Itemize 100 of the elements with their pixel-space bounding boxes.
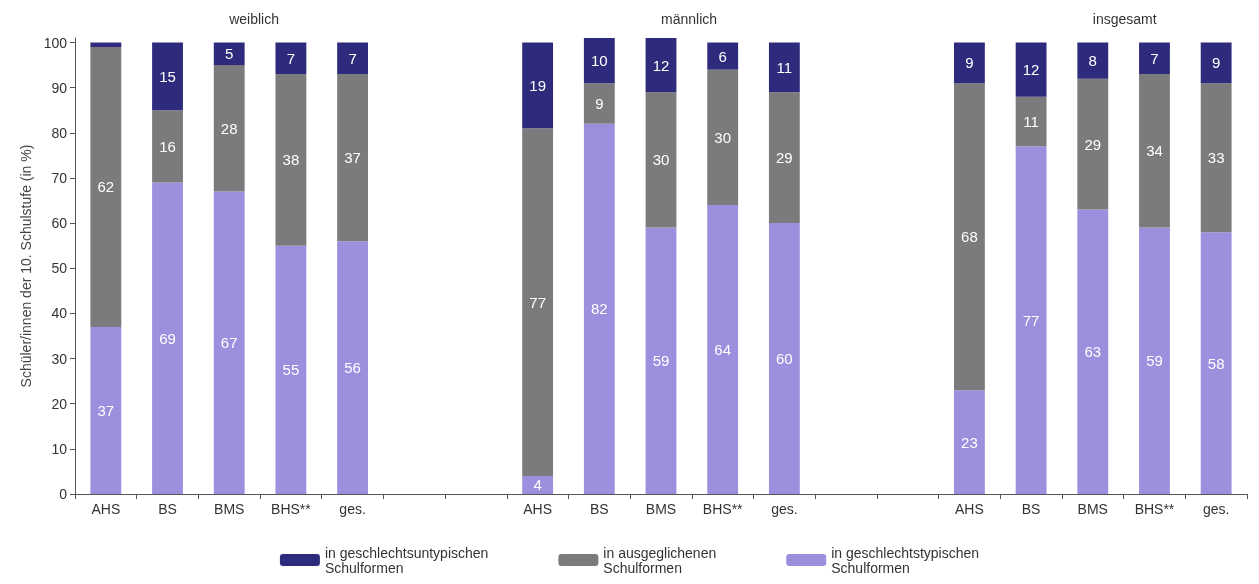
data-label: 8 bbox=[1088, 52, 1097, 70]
data-label: 56 bbox=[344, 359, 361, 377]
x-tick-label: BMS bbox=[1077, 501, 1108, 517]
bar bbox=[1077, 42, 1109, 79]
bar bbox=[768, 92, 800, 224]
x-tick-label: BMS bbox=[214, 501, 245, 517]
bar bbox=[337, 241, 368, 494]
bar bbox=[1139, 74, 1170, 228]
bar bbox=[954, 390, 985, 494]
x-tick-label: BS bbox=[158, 501, 177, 517]
data-label: 82 bbox=[590, 300, 608, 318]
data-label: 12 bbox=[1022, 61, 1040, 79]
bar bbox=[90, 47, 122, 327]
x-tick-label: AHS bbox=[91, 501, 121, 517]
bar bbox=[1139, 42, 1170, 75]
legend-label: in geschlechtsuntypischen Schulformen bbox=[324, 544, 489, 576]
data-label: 6 bbox=[718, 47, 727, 65]
y-tick-label: 0 bbox=[59, 486, 68, 502]
bar bbox=[275, 42, 307, 75]
data-label: 11 bbox=[1023, 113, 1039, 131]
bar bbox=[768, 42, 800, 93]
data-label: 5 bbox=[225, 45, 234, 63]
data-label: 10 bbox=[590, 52, 608, 70]
y-axis-title: Schüler/innen der 10. Schulstufe (in %) bbox=[17, 144, 34, 388]
x-tick-label: BHS** bbox=[1134, 501, 1175, 517]
text: insgesamt bbox=[1092, 11, 1157, 27]
y-tick-label: 100 bbox=[43, 34, 68, 51]
bar bbox=[768, 223, 800, 494]
x-tick-label: AHS bbox=[955, 501, 984, 517]
data-label: 68 bbox=[961, 228, 978, 246]
bar bbox=[90, 326, 122, 494]
bar bbox=[152, 42, 183, 111]
data-label: 77 bbox=[529, 293, 546, 311]
data-label: 4 bbox=[533, 476, 542, 494]
x-tick-label: BHS** bbox=[271, 501, 312, 517]
data-label: 9 bbox=[965, 54, 974, 72]
bar bbox=[954, 42, 985, 84]
data-label: 58 bbox=[1207, 354, 1225, 372]
data-label: 37 bbox=[97, 401, 115, 419]
data-label: 9 bbox=[595, 94, 604, 112]
bar bbox=[1200, 83, 1232, 233]
data-label: 7 bbox=[1150, 49, 1159, 67]
legend-label: in geschlechtstypischen Schulformen bbox=[831, 544, 980, 576]
x-tick-label: BMS bbox=[645, 501, 677, 517]
bar bbox=[707, 69, 739, 206]
bar bbox=[1015, 42, 1047, 97]
data-label: 30 bbox=[714, 128, 732, 146]
data-label: 38 bbox=[282, 151, 300, 169]
data-label: 62 bbox=[97, 178, 115, 196]
bar bbox=[213, 191, 245, 494]
bar bbox=[213, 42, 245, 66]
bar bbox=[522, 42, 554, 129]
x-tick-label: ges. bbox=[339, 501, 366, 517]
data-label: 15 bbox=[159, 67, 176, 85]
bar bbox=[213, 65, 245, 192]
bar bbox=[1139, 227, 1170, 494]
bar bbox=[1077, 78, 1109, 210]
y-tick-label: 80 bbox=[51, 124, 68, 141]
data-label: 12 bbox=[652, 56, 670, 74]
bar bbox=[954, 83, 985, 391]
text: männlich bbox=[661, 11, 718, 27]
data-label: 29 bbox=[1084, 135, 1102, 153]
data-label: 28 bbox=[220, 119, 238, 137]
data-label: 63 bbox=[1084, 343, 1102, 361]
data-label: 16 bbox=[159, 137, 176, 155]
bar bbox=[152, 110, 183, 183]
bar bbox=[645, 227, 677, 494]
y-tick-label: 60 bbox=[51, 215, 68, 232]
data-label: 30 bbox=[652, 151, 670, 169]
data-label: 60 bbox=[776, 350, 793, 368]
data-label: 19 bbox=[529, 76, 546, 94]
x-tick-label: ges. bbox=[1202, 501, 1230, 517]
x-tick-label: AHS bbox=[523, 501, 553, 517]
data-label: 34 bbox=[1146, 142, 1163, 160]
bar bbox=[583, 83, 615, 124]
bar bbox=[1015, 96, 1047, 147]
bar bbox=[583, 38, 615, 84]
y-tick-label: 10 bbox=[51, 440, 68, 457]
data-label: 37 bbox=[344, 149, 361, 167]
data-label: 59 bbox=[1146, 352, 1163, 370]
data-label: 77 bbox=[1022, 311, 1040, 329]
y-tick-label: 20 bbox=[51, 395, 68, 412]
bar bbox=[522, 128, 554, 476]
x-tick-label: ges. bbox=[771, 501, 798, 517]
x-tick-label: BS bbox=[1021, 501, 1041, 517]
bar bbox=[522, 475, 554, 494]
x-tick-label: BS bbox=[589, 501, 609, 517]
y-tick-label: 30 bbox=[51, 350, 68, 367]
bar bbox=[1200, 42, 1232, 84]
data-label: 11 bbox=[776, 58, 793, 76]
y-tick-label: 50 bbox=[51, 260, 68, 277]
bar bbox=[152, 182, 183, 494]
bar bbox=[583, 123, 615, 494]
bar bbox=[275, 245, 307, 494]
bar bbox=[707, 42, 739, 70]
bar bbox=[337, 74, 368, 242]
bar bbox=[645, 38, 677, 93]
data-label: 29 bbox=[776, 149, 793, 167]
data-label: 64 bbox=[714, 341, 732, 359]
bar bbox=[707, 205, 739, 494]
